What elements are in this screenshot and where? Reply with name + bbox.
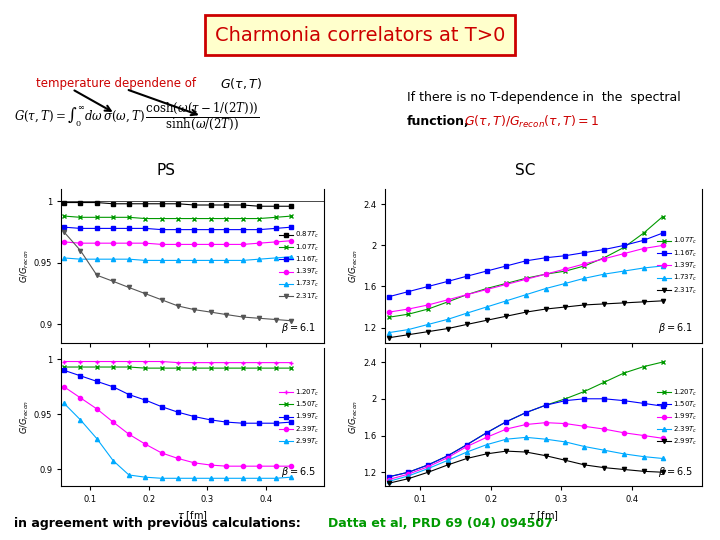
Legend: 1.07$T_c$, 1.16$T_c$, 1.39$T_c$, 1.73$T_c$, 2.31$T_c$: 1.07$T_c$, 1.16$T_c$, 1.39$T_c$, 1.73$T_… (655, 235, 698, 297)
Y-axis label: $G/G_{recon}$: $G/G_{recon}$ (19, 400, 31, 434)
Text: If there is no T-dependence in  the  spectral: If there is no T-dependence in the spect… (407, 91, 680, 104)
Legend: 0.87$T_c$, 1.07$T_c$, 1.16$T_c$, 1.39$T_c$, 1.73$T_c$, 2.31$T_c$: 0.87$T_c$, 1.07$T_c$, 1.16$T_c$, 1.39$T_… (277, 229, 320, 303)
Y-axis label: $G/G_{recon}$: $G/G_{recon}$ (19, 249, 31, 283)
Text: in agreement with previous calculations:: in agreement with previous calculations: (14, 517, 301, 530)
X-axis label: $\tau$ [fm]: $\tau$ [fm] (177, 510, 208, 523)
Text: $\beta=6.1$: $\beta=6.1$ (658, 321, 693, 335)
Text: PS: PS (156, 163, 175, 178)
Text: Datta et al, PRD 69 (04) 094507: Datta et al, PRD 69 (04) 094507 (328, 517, 552, 530)
Text: $G(\tau,T)=\int_0^{\infty}d\omega\,\sigma(\omega,T)\,\dfrac{\cosh(\omega(\tau-1/: $G(\tau,T)=\int_0^{\infty}d\omega\,\sigm… (14, 100, 260, 132)
FancyBboxPatch shape (205, 15, 515, 55)
Text: $G(\tau,T)/G_{recon}(\tau,T)=1$: $G(\tau,T)/G_{recon}(\tau,T)=1$ (464, 113, 600, 130)
Legend: 1.20$T_c$, 1.50$T_c$, 1.99$T_c$, 2.39$T_c$, 2.99$T_c$: 1.20$T_c$, 1.50$T_c$, 1.99$T_c$, 2.39$T_… (655, 386, 698, 448)
X-axis label: $\tau$ [fm]: $\tau$ [fm] (528, 510, 559, 523)
Text: Charmonia correlators at T>0: Charmonia correlators at T>0 (215, 25, 505, 45)
Text: $\beta=6.5$: $\beta=6.5$ (657, 465, 693, 479)
Text: $\beta=6.5$: $\beta=6.5$ (282, 465, 316, 479)
Text: $\beta=6.1$: $\beta=6.1$ (282, 321, 316, 335)
Text: function,: function, (407, 115, 469, 128)
Text: temperature dependene of: temperature dependene of (36, 77, 196, 90)
Y-axis label: $G/G_{recon}$: $G/G_{recon}$ (348, 249, 360, 283)
Legend: 1.20$T_c$, 1.50$T_c$, 1.99$T_c$, 2.39$T_c$, 2.99$T_c$: 1.20$T_c$, 1.50$T_c$, 1.99$T_c$, 2.39$T_… (277, 386, 320, 448)
Text: SC: SC (516, 163, 536, 178)
Y-axis label: $G/G_{recon}$: $G/G_{recon}$ (348, 400, 360, 434)
Text: $G(\tau,T)$: $G(\tau,T)$ (220, 76, 261, 91)
